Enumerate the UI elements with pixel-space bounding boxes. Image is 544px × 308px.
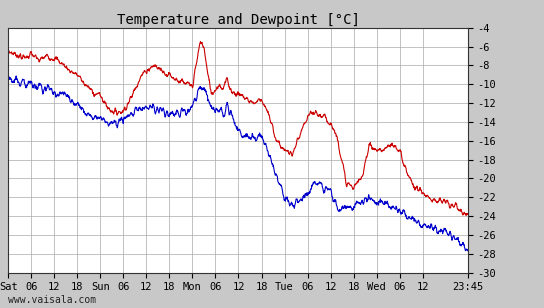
Text: www.vaisala.com: www.vaisala.com [8,295,96,305]
Title: Temperature and Dewpoint [°C]: Temperature and Dewpoint [°C] [116,13,360,26]
